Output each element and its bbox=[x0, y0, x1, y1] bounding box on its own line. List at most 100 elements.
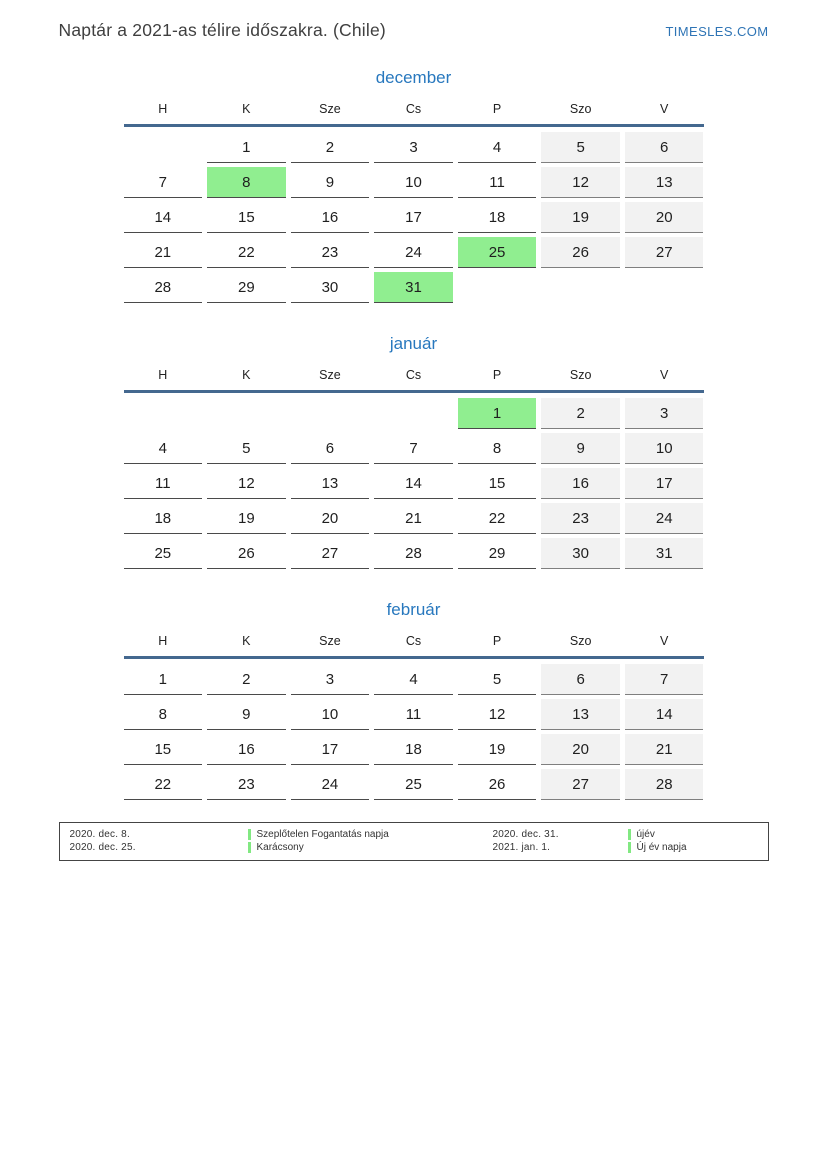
day-cell: 4 bbox=[457, 132, 537, 163]
day-cell: 6 bbox=[541, 664, 620, 695]
weekday-header: Szo bbox=[569, 368, 592, 382]
empty-cell bbox=[124, 398, 203, 429]
day-cell: 13 bbox=[624, 167, 704, 198]
day-cell: 1 bbox=[123, 664, 203, 695]
day-cell: 14 bbox=[624, 699, 704, 730]
day-cell: 27 bbox=[541, 769, 620, 800]
day-cell: 15 bbox=[207, 202, 286, 233]
weekday-header: P bbox=[492, 368, 502, 382]
day-cell: 8 bbox=[207, 167, 286, 198]
day-cell: 9 bbox=[207, 699, 286, 730]
header-rule bbox=[123, 656, 704, 659]
day-cell: 27 bbox=[624, 237, 704, 268]
day-cell: 17 bbox=[290, 734, 370, 765]
day-cell: 29 bbox=[457, 538, 537, 569]
legend-date: 2020. dec. 8. bbox=[69, 829, 130, 840]
days-grid: 1 2 3 4 5 6 7 8 9 10 11 12 13 14 15 16 17 18 19 20 21 22 23 24 2… bbox=[123, 132, 704, 307]
empty-cell bbox=[541, 272, 620, 303]
calendar-page: Naptár a 2021-as télire időszakra. (Chil… bbox=[0, 20, 827, 861]
day-cell: 18 bbox=[123, 503, 203, 534]
day-cell: 6 bbox=[290, 433, 370, 464]
day-cell: 3 bbox=[374, 132, 453, 163]
day-cell: 15 bbox=[123, 734, 203, 765]
day-cell: 25 bbox=[457, 237, 537, 268]
weekday-header: Sze bbox=[319, 368, 341, 382]
weekday-header-row: H K Sze Cs P Szo V bbox=[124, 634, 704, 656]
legend-holiday: újév bbox=[627, 829, 758, 840]
day-cell: 1 bbox=[457, 398, 537, 429]
day-cell: 7 bbox=[374, 433, 453, 464]
day-cell: 22 bbox=[207, 237, 286, 268]
day-cell: 12 bbox=[207, 468, 286, 499]
day-cell: 26 bbox=[207, 538, 286, 569]
day-cell: 16 bbox=[207, 734, 286, 765]
day-cell: 22 bbox=[457, 503, 537, 534]
legend-holiday-name: Szeplőtelen Fogantatás napja bbox=[256, 829, 389, 840]
day-cell: 26 bbox=[457, 769, 537, 800]
month-január: január H K Sze Cs P Szo V 1 2 3 4 5 6 7 8 9 10 11 12 13 14 15 1… bbox=[123, 334, 704, 573]
day-cell: 28 bbox=[374, 538, 453, 569]
weekday-header: K bbox=[242, 368, 251, 382]
day-cell: 13 bbox=[290, 468, 370, 499]
day-cell: 19 bbox=[457, 734, 537, 765]
day-cell: 11 bbox=[457, 167, 537, 198]
holiday-legend: 2020. dec. 8. Szeplőtelen Fogantatás napj… bbox=[58, 822, 769, 861]
day-cell: 10 bbox=[624, 433, 704, 464]
day-cell: 31 bbox=[374, 272, 453, 303]
day-cell: 4 bbox=[374, 664, 453, 695]
holiday-swatch-icon bbox=[627, 829, 631, 840]
weekday-header: Cs bbox=[405, 102, 422, 116]
weekday-header: H bbox=[158, 102, 168, 116]
weekday-header: V bbox=[660, 368, 669, 382]
day-cell: 14 bbox=[374, 468, 453, 499]
day-cell: 3 bbox=[290, 664, 370, 695]
day-cell: 21 bbox=[374, 503, 453, 534]
day-cell: 16 bbox=[290, 202, 370, 233]
month-title: január bbox=[389, 334, 438, 353]
day-cell: 18 bbox=[457, 202, 537, 233]
month-title: február bbox=[386, 600, 441, 619]
day-cell: 10 bbox=[374, 167, 453, 198]
legend-holiday: Szeplőtelen Fogantatás napja bbox=[247, 829, 493, 840]
day-cell: 29 bbox=[207, 272, 286, 303]
day-cell: 25 bbox=[123, 538, 203, 569]
site-link[interactable]: TIMESLES.COM bbox=[665, 24, 769, 39]
day-cell: 30 bbox=[290, 272, 370, 303]
weekday-header: Szo bbox=[569, 102, 592, 116]
day-cell: 9 bbox=[541, 433, 620, 464]
day-cell: 24 bbox=[290, 769, 370, 800]
day-cell: 6 bbox=[624, 132, 704, 163]
weekday-header: Cs bbox=[405, 634, 422, 648]
day-cell: 16 bbox=[541, 468, 620, 499]
day-cell: 17 bbox=[374, 202, 453, 233]
day-cell: 20 bbox=[541, 734, 620, 765]
weekday-header: Sze bbox=[319, 634, 341, 648]
weekday-header: Szo bbox=[569, 634, 592, 648]
day-cell: 21 bbox=[123, 237, 203, 268]
legend-date: 2021. jan. 1. bbox=[492, 842, 551, 853]
empty-cell bbox=[124, 132, 203, 163]
months-container: december H K Sze Cs P Szo V 1 2 3 4 5 6 7 8 9 10 11 12 13 14 1… bbox=[0, 68, 827, 804]
day-cell: 8 bbox=[457, 433, 537, 464]
weekday-header: Sze bbox=[319, 102, 341, 116]
day-cell: 20 bbox=[290, 503, 370, 534]
day-cell: 27 bbox=[290, 538, 370, 569]
weekday-header: K bbox=[242, 634, 251, 648]
weekday-header: P bbox=[492, 102, 502, 116]
day-cell: 7 bbox=[123, 167, 203, 198]
day-cell: 5 bbox=[457, 664, 537, 695]
day-cell: 25 bbox=[374, 769, 453, 800]
empty-cell bbox=[291, 398, 370, 429]
day-cell: 2 bbox=[541, 398, 620, 429]
day-cell: 20 bbox=[624, 202, 704, 233]
day-cell: 4 bbox=[123, 433, 203, 464]
day-cell: 30 bbox=[541, 538, 620, 569]
day-cell: 5 bbox=[207, 433, 286, 464]
weekday-header: Cs bbox=[405, 368, 422, 382]
page-title: Naptár a 2021-as télire időszakra. (Chil… bbox=[58, 20, 386, 40]
day-cell: 24 bbox=[374, 237, 453, 268]
days-grid: 1 2 3 4 5 6 7 8 9 10 11 12 13 14 15 16 17 18 19 20 21 22 23 24 2… bbox=[123, 398, 704, 573]
day-cell: 24 bbox=[624, 503, 704, 534]
day-cell: 23 bbox=[290, 237, 370, 268]
day-cell: 5 bbox=[541, 132, 620, 163]
